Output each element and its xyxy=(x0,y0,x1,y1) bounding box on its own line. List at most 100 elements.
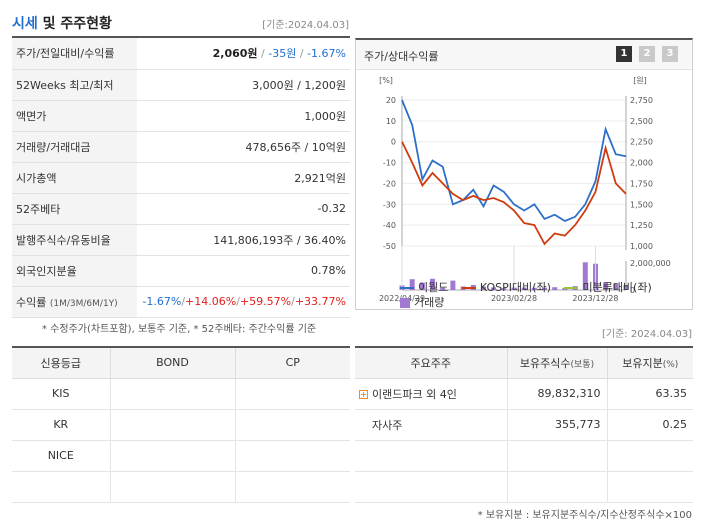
table-row xyxy=(355,471,693,503)
table-header-row: 신용등급 BOND CP xyxy=(12,347,350,379)
legend-line-icon xyxy=(461,287,476,289)
footnote: * 수정주가(차트포함), 보통주 기준, * 52주베타: 주간수익률 기준 xyxy=(42,324,317,335)
chart-tab-3[interactable]: 3 xyxy=(662,46,678,62)
row-label: 52주베타 xyxy=(12,193,137,225)
return-1m: -1.67% xyxy=(142,295,182,308)
table-row: 거래량/거래대금 478,656주 / 10억원 xyxy=(12,131,350,163)
series-line-0 xyxy=(401,99,627,223)
table-row: 외국인지분율 0.78% xyxy=(12,255,350,287)
row-value: 1,000원 xyxy=(137,100,350,132)
table-row: KR xyxy=(12,409,350,441)
credit-rating-table: 신용등급 BOND CP KIS KR NICE xyxy=(12,346,350,503)
holder-percent: 0.25 xyxy=(606,409,693,441)
chart-tab-1[interactable]: 1 xyxy=(616,46,632,62)
chart-reference-date: [기준: 2024.04.03] xyxy=(601,329,692,340)
legend-item[interactable]: KOSPI대비(좌) xyxy=(461,279,551,295)
holder-percent: 63.35 xyxy=(606,378,693,410)
table-row: 주가/전일대비/수익률 2,060원 / -35원 / -1.67% xyxy=(12,38,350,70)
bond-rating xyxy=(109,440,235,472)
row-label: 시가총액 xyxy=(12,162,137,194)
cp-rating xyxy=(234,471,350,503)
y-right-unit: [원] xyxy=(633,76,647,85)
volume-bar xyxy=(430,278,435,290)
y-left-tick-label: -20 xyxy=(383,179,396,188)
row-label: 거래량/거래대금 xyxy=(12,131,137,163)
price-change-pct: -1.67% xyxy=(307,47,346,61)
divider xyxy=(12,36,350,38)
price-chart: [%] [원] 20 10 0 -10 -20 -30 -40 -50 2,750 2,500 2,25… xyxy=(379,76,671,303)
agency-name xyxy=(12,471,110,503)
y-right-tick-label: 1,250 xyxy=(630,221,653,230)
volume-bar xyxy=(450,280,456,290)
holder-shares xyxy=(506,440,607,472)
holder-name xyxy=(355,440,507,472)
table-row xyxy=(12,471,350,503)
y-left-tick-label: 10 xyxy=(386,117,396,126)
table-row: 발행주식수/유동비율 141,806,193주 / 36.40% xyxy=(12,224,350,256)
chart-panel: 주가/상대수익률 1 2 3 [%] [원] 20 10 0 -10 -20 -30 -40 -5… xyxy=(355,38,693,310)
y-left-tick-label: -10 xyxy=(383,159,396,168)
chart-legend: 이월드 KOSPI대비(좌) 미분류대비(좌) 거래량 xyxy=(400,279,662,309)
legend-line-icon xyxy=(564,287,579,289)
holder-name: 자사주 xyxy=(355,409,507,441)
row-label: 액면가 xyxy=(12,100,137,132)
volume-bar xyxy=(542,287,547,290)
bond-rating xyxy=(109,378,235,410)
reference-date: [기준:2024.04.03] xyxy=(262,20,349,31)
cp-rating xyxy=(234,409,350,441)
column-header: 신용등급 xyxy=(12,347,110,379)
legend-item[interactable]: 미분류대비(좌) xyxy=(564,279,652,295)
volume-bar xyxy=(521,287,527,290)
table-row: 52주베타 -0.32 xyxy=(12,193,350,225)
row-label: 발행주식수/유동비율 xyxy=(12,224,137,256)
table-row: KIS xyxy=(12,378,350,410)
y-right-tick-label: 2,750 xyxy=(630,96,653,105)
holder-shares: 89,832,310 xyxy=(506,378,607,410)
row-value: -0.32 xyxy=(137,193,350,225)
volume-bar xyxy=(531,287,537,290)
price-change: -35원 xyxy=(268,47,297,61)
table-row: NICE xyxy=(12,440,350,472)
column-header: 주요주주 xyxy=(355,347,507,379)
plus-icon[interactable]: + xyxy=(359,390,368,399)
return-1y: +33.77% xyxy=(294,295,346,308)
y-right-tick-label: 2,250 xyxy=(630,138,653,147)
cp-rating xyxy=(234,440,350,472)
legend-item[interactable]: 이월드 xyxy=(400,279,448,295)
volume-tick-label: 2,000,000 xyxy=(630,259,671,268)
x-tick-label: 2023/02/28 xyxy=(491,294,537,303)
row-value: 141,806,193주 / 36.40% xyxy=(137,224,350,256)
y-left-tick-label: -40 xyxy=(383,221,396,230)
agency-name: KIS xyxy=(12,378,110,410)
chart-tab-2[interactable]: 2 xyxy=(639,46,655,62)
row-label: 외국인지분율 xyxy=(12,255,137,287)
row-label: 52Weeks 최고/최저 xyxy=(12,69,137,101)
holder-name[interactable]: + 이랜드파크 외 4인 xyxy=(355,378,507,410)
row-value: 0.78% xyxy=(137,255,350,287)
column-header: CP xyxy=(234,347,350,379)
legend-item[interactable]: 거래량 xyxy=(400,294,444,310)
page-title: 시세 및 주주현황 xyxy=(12,16,112,32)
bond-rating xyxy=(109,409,235,441)
y-left-unit: [%] xyxy=(379,76,393,85)
row-label: 수익률 (1M/3M/6M/1Y) xyxy=(12,286,137,318)
legend-line-icon xyxy=(400,287,414,289)
chart-header: 주가/상대수익률 1 2 3 xyxy=(356,40,692,70)
footnote: * 보유지분 : 보유지분주식수/지수산정주식수×100 xyxy=(477,510,692,521)
price-value: 2,060원 / -35원 / -1.67% xyxy=(137,38,350,70)
table-header-row: 주요주주 보유주식수(보통) 보유지분(%) xyxy=(355,347,693,379)
volume-tick-label: 0 xyxy=(630,286,635,295)
return-3m: +14.06% xyxy=(185,295,237,308)
volume-bar xyxy=(613,283,619,290)
table-row: 시가총액 2,921억원 xyxy=(12,162,350,194)
row-label: 주가/전일대비/수익률 xyxy=(12,38,137,70)
row-value: 2,921억원 xyxy=(137,162,350,194)
y-right-tick-label: 1,500 xyxy=(630,200,653,209)
agency-name: KR xyxy=(12,409,110,441)
chart-title: 주가/상대수익률 xyxy=(364,50,439,63)
y-left-tick-label: -50 xyxy=(383,242,396,251)
row-value: 3,000원 / 1,200원 xyxy=(137,69,350,101)
y-left-tick-label: 20 xyxy=(386,96,396,105)
column-header: 보유주식수(보통) xyxy=(506,347,607,379)
volume-bar xyxy=(552,287,558,290)
